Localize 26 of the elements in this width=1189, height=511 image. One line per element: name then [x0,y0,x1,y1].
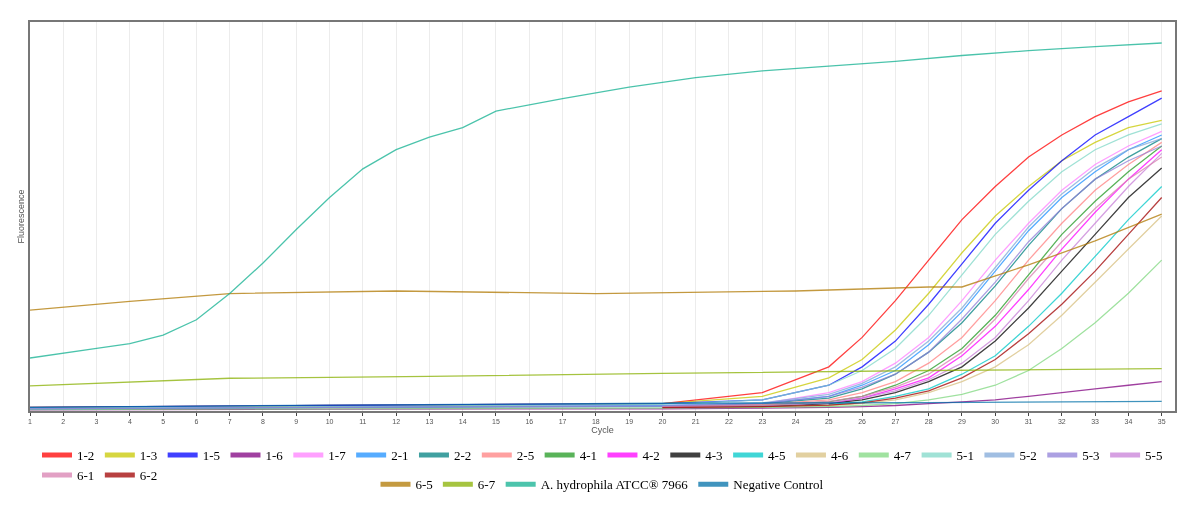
legend-label: 6-1 [77,468,95,484]
legend-label: 4-3 [705,448,723,464]
legend-label: 2-1 [391,448,409,464]
legend-label: 5-2 [1019,448,1037,464]
y-axis-title: Fluorescence [15,189,26,244]
legend-label: 1-5 [202,448,220,464]
legend-label: 5-5 [1145,448,1163,464]
legend-label: 2-5 [516,448,535,464]
legend-label: A. hydrophila ATCC® 7966 [540,477,689,493]
legend-label: 1-6 [265,448,284,464]
legend-label: 6-2 [139,468,158,484]
legend-label: Negative Control [733,477,824,493]
legend-label: 5-1 [956,448,974,464]
x-axis-title: Cycle [591,425,614,436]
legend-label: 4-5 [768,448,786,464]
legend-label: 4-2 [642,448,660,464]
legend-label: 4-6 [830,448,849,464]
legend-label: 4-7 [893,448,912,464]
legend-label: 6-7 [477,477,496,493]
legend-label: 1-3 [139,448,158,464]
legend-label: 1-7 [328,448,347,464]
legend-label: 5-3 [1082,448,1100,464]
legend-label: 6-5 [415,477,433,493]
legend-label: 2-2 [453,448,472,464]
legend-label: 1-2 [77,448,95,464]
legend-label: 4-1 [579,448,597,464]
